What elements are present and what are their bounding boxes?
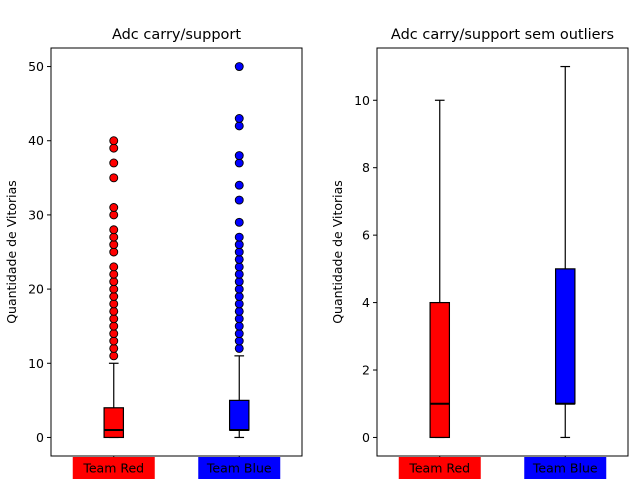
outlier-point [109, 240, 119, 250]
x-tick-label: Team Blue [206, 461, 272, 476]
outlier-point [234, 232, 244, 242]
outlier-point [109, 306, 119, 316]
outlier-point [234, 329, 244, 339]
chart-title: Adc carry/support sem outliers [391, 27, 614, 43]
outlier-point [109, 314, 119, 324]
x-tick-label-background [198, 457, 281, 479]
outlier-point [109, 292, 119, 301]
box-body [554, 268, 576, 405]
outlier-point [234, 121, 244, 131]
outlier-point [109, 136, 119, 146]
box-body [103, 407, 125, 439]
plot-frame [376, 47, 629, 457]
outlier-point [234, 240, 244, 250]
y-axis-label: Quantidade de Vitorias [4, 180, 19, 324]
x-tick-label-background [524, 457, 607, 479]
outlier-point [234, 284, 244, 294]
outlier-point [234, 262, 244, 272]
outlier-point [109, 329, 119, 339]
y-tick-label: 30 [28, 207, 44, 222]
outlier-point [109, 247, 119, 257]
outlier-point [109, 203, 119, 212]
y-axis-label: Quantidade de Vitorias [330, 180, 345, 324]
x-tick-label-team-blue: Team Blue [524, 457, 607, 479]
x-tick-label-team-red: Team Red [72, 457, 155, 479]
y-tick-label: 50 [28, 59, 44, 74]
x-tick-label: Team Blue [532, 461, 598, 476]
outlier-point [109, 210, 119, 220]
box-team-red [429, 99, 451, 439]
box-body [228, 399, 250, 431]
x-tick-label: Team Red [408, 461, 470, 476]
box-team-red [103, 136, 125, 439]
outlier-point [234, 151, 244, 161]
y-tick-label: 0 [36, 430, 44, 445]
outlier-point [234, 343, 244, 353]
x-tick-label-background [398, 457, 481, 479]
outlier-point [234, 314, 244, 324]
outlier-point [109, 343, 119, 353]
outlier-point [234, 114, 244, 123]
outlier-point [234, 180, 244, 190]
outlier-point [234, 306, 244, 316]
y-tick-label: 4 [362, 295, 370, 310]
plot-frame [50, 47, 303, 457]
y-tick-label: 2 [362, 363, 370, 378]
outlier-point [109, 277, 119, 287]
outlier-point [109, 232, 119, 242]
outlier-point [234, 217, 244, 227]
x-tick-label-team-red: Team Red [398, 457, 481, 479]
outlier-point [234, 158, 244, 168]
outlier-point [109, 143, 119, 153]
outlier-point [109, 351, 119, 361]
box-team-blue [228, 62, 250, 439]
chart-title: Adc carry/support [112, 27, 241, 43]
outlier-point [109, 173, 119, 183]
outlier-point [234, 254, 244, 264]
outlier-point [109, 299, 119, 309]
outlier-point [234, 62, 244, 71]
box-team-blue [554, 65, 576, 439]
y-tick-label: 40 [28, 133, 44, 148]
outlier-point [234, 299, 244, 309]
outlier-point [234, 277, 244, 287]
x-tick-label-team-blue: Team Blue [198, 457, 281, 479]
y-tick-label: 8 [362, 160, 370, 175]
outlier-point [109, 321, 119, 331]
y-tick-label: 6 [362, 228, 370, 243]
outlier-point [234, 321, 244, 331]
y-tick-label: 10 [354, 93, 370, 108]
outlier-point [234, 292, 244, 301]
outlier-point [109, 336, 119, 346]
outlier-point [234, 336, 244, 346]
chart-panel-left: Adc carry/support Quantidade de Vitorias 0… [4, 27, 303, 479]
outlier-point [234, 247, 244, 257]
outlier-point [109, 269, 119, 279]
outlier-point [109, 225, 119, 235]
outlier-point [234, 195, 244, 205]
outlier-point [234, 269, 244, 279]
outlier-point [109, 158, 119, 168]
y-tick-label: 0 [362, 430, 370, 445]
y-tick-label: 20 [28, 282, 44, 297]
x-tick-label-background [72, 457, 155, 479]
chart-panel-right: Adc carry/support sem outliers Quantidade… [330, 27, 629, 479]
outlier-point [109, 284, 119, 294]
box-body [429, 301, 451, 439]
x-tick-label: Team Red [82, 461, 144, 476]
outlier-point [109, 262, 119, 272]
y-tick-label: 10 [28, 356, 44, 371]
